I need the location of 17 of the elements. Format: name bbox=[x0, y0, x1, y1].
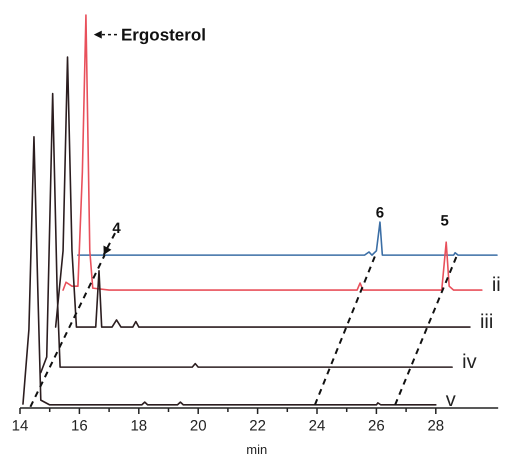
x-tick-label: 14 bbox=[12, 418, 28, 434]
x-tick-label: 24 bbox=[308, 418, 326, 434]
x-tick-label: 22 bbox=[249, 418, 266, 434]
series-label: v bbox=[446, 388, 456, 411]
series-label: iii bbox=[480, 311, 494, 334]
annotation: Ergosterol bbox=[120, 26, 206, 45]
x-tick-label: 28 bbox=[427, 418, 444, 434]
annotation: 6 bbox=[376, 204, 384, 222]
x-tick-label: 26 bbox=[368, 418, 385, 434]
annotation: 5 bbox=[440, 212, 449, 230]
x-tick-label: 20 bbox=[190, 418, 207, 434]
annotation: 4 bbox=[112, 220, 122, 238]
series-label: iv bbox=[462, 351, 477, 374]
series-label: ii bbox=[492, 274, 501, 296]
x-tick-label: 16 bbox=[71, 418, 88, 434]
x-axis-title: min bbox=[246, 442, 268, 457]
x-tick-label: 18 bbox=[130, 418, 148, 434]
